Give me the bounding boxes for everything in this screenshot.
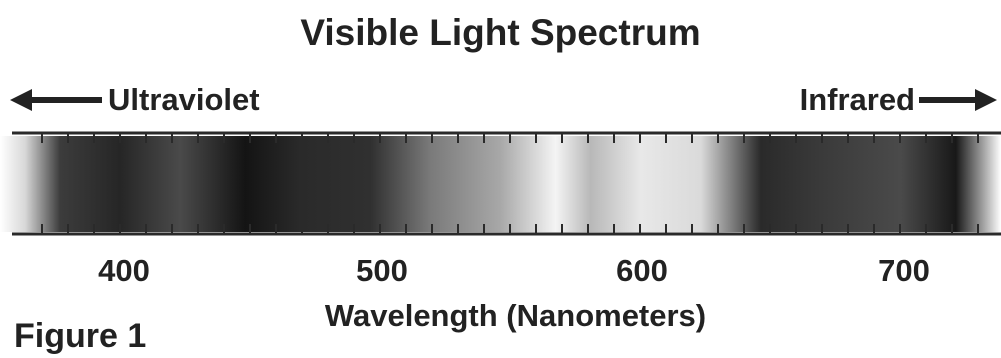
ruler-ticks [41,133,979,234]
left-arrow-icon [10,89,102,111]
spectrum-band [0,131,1001,236]
figure-caption: Figure 1 [14,317,147,355]
right-arrow-icon [919,89,997,111]
tick-label-600: 600 [616,253,668,288]
tick-label-400: 400 [98,253,150,288]
diagram-title: Visible Light Spectrum [300,12,701,53]
tick-label-500: 500 [356,253,408,288]
tick-label-700: 700 [878,253,930,288]
spectrum-gradient [0,136,1001,232]
infrared-label: Infrared [799,82,915,117]
ultraviolet-label: Ultraviolet [108,82,260,117]
axis-title: Wavelength (Nanometers) [324,298,707,333]
